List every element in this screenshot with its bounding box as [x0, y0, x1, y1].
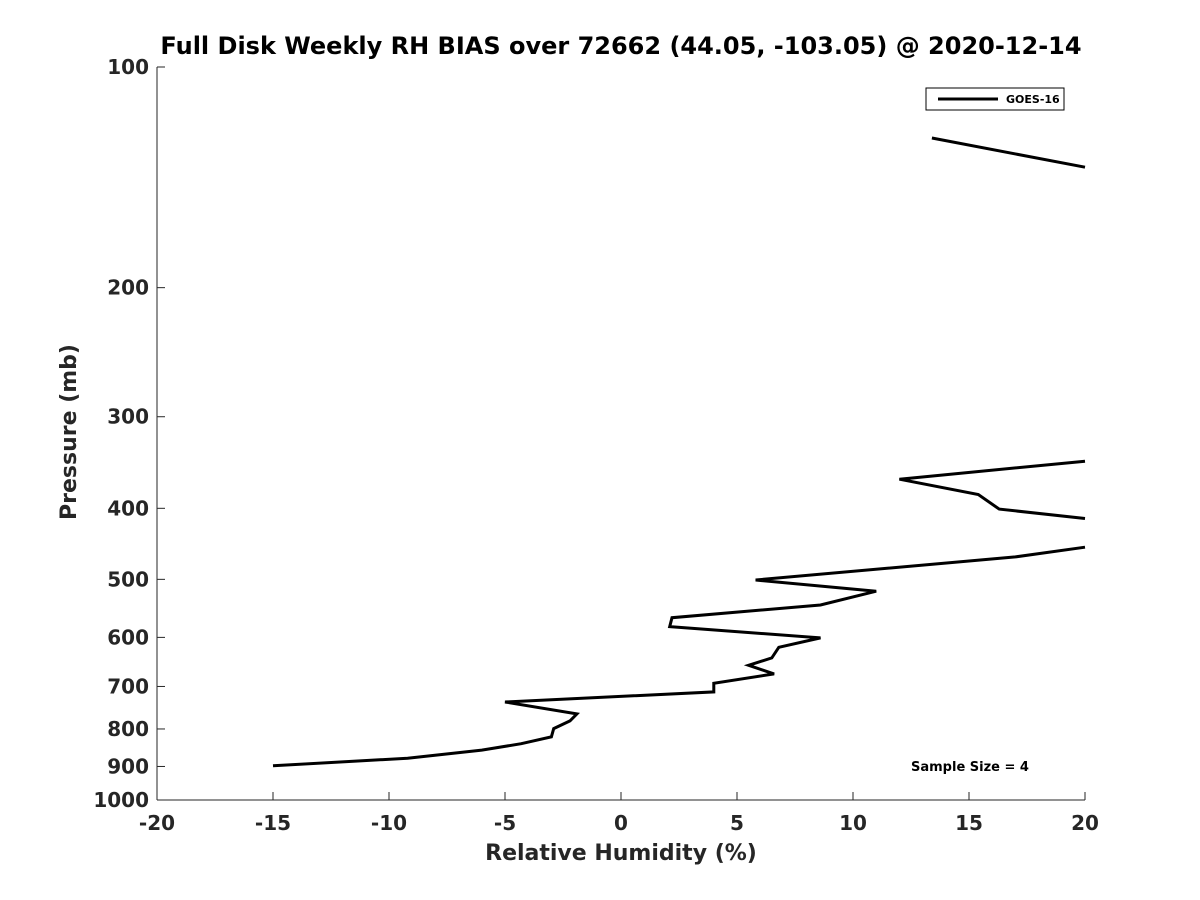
- x-tick-label: 10: [839, 811, 867, 835]
- chart-title: Full Disk Weekly RH BIAS over 72662 (44.…: [160, 32, 1081, 60]
- series-line-goes-16-segment-3: [272, 545, 1086, 768]
- legend-label-goes-16: GOES-16: [1006, 93, 1060, 106]
- y-tick-label: 100: [107, 55, 149, 79]
- y-tick-label: 1000: [93, 788, 149, 812]
- x-tick-label: 0: [614, 811, 628, 835]
- y-tick-label: 500: [107, 567, 149, 591]
- y-tick-label: 400: [107, 496, 149, 520]
- series-line-goes-16-segment-1: [931, 136, 1086, 169]
- x-tick-label: -20: [139, 811, 175, 835]
- series-line-goes-16-segment-2: [899, 459, 1086, 520]
- y-tick-label: 900: [107, 754, 149, 778]
- y-tick-label: 300: [107, 405, 149, 429]
- x-tick-label: -15: [255, 811, 291, 835]
- legend: GOES-16: [925, 87, 1065, 111]
- y-tick-label: 700: [107, 674, 149, 698]
- plot-area: [272, 136, 1086, 768]
- y-tick-label: 800: [107, 717, 149, 741]
- y-tick-label: 600: [107, 625, 149, 649]
- sample-size-annotation: Sample Size = 4: [911, 760, 1029, 775]
- x-tick-label: 20: [1071, 811, 1099, 835]
- x-tick-label: -5: [494, 811, 516, 835]
- axes: -20 -15 -10 -5 0 5 10 15 20 100 200 300 400 500 600 700…: [93, 55, 1099, 835]
- x-tick-label: -10: [371, 811, 407, 835]
- x-axis-label: Relative Humidity (%): [485, 841, 757, 866]
- y-axis-label: Pressure (mb): [57, 344, 82, 520]
- x-tick-label: 5: [730, 811, 744, 835]
- y-tick-label: 200: [107, 276, 149, 300]
- x-tick-label: 15: [955, 811, 983, 835]
